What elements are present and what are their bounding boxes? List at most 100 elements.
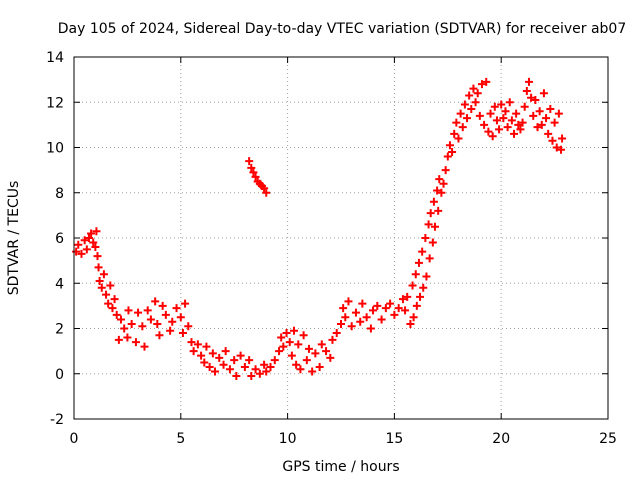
data-point [381, 304, 390, 313]
data-point [412, 301, 421, 310]
data-point [247, 163, 256, 172]
data-point [434, 206, 443, 215]
data-point [251, 172, 260, 181]
data-point [302, 356, 311, 365]
data-point [558, 134, 567, 143]
data-point [518, 118, 527, 127]
data-point [93, 252, 102, 261]
data-point [499, 114, 508, 123]
data-point [550, 118, 559, 127]
data-point [490, 102, 499, 111]
data-point [428, 238, 437, 247]
data-point [232, 372, 241, 381]
data-point [134, 308, 143, 317]
data-point [127, 319, 136, 328]
x-tick-label: 0 [70, 431, 79, 447]
data-point [362, 313, 371, 322]
data-point [131, 338, 140, 347]
x-tick-label: 15 [385, 431, 403, 447]
data-point [262, 188, 271, 197]
y-tick-label: 12 [46, 95, 64, 111]
data-point [520, 102, 529, 111]
data-point [287, 351, 296, 360]
data-point [456, 109, 465, 118]
data-point [416, 292, 425, 301]
data-point [477, 80, 486, 89]
data-point [460, 100, 469, 109]
data-point [452, 118, 461, 127]
grid-lines [74, 57, 608, 419]
y-tick-label: -2 [50, 412, 64, 428]
data-point [475, 111, 484, 120]
data-point [542, 114, 551, 123]
data-point [433, 186, 442, 195]
data-point [112, 310, 121, 319]
data-point [172, 304, 181, 313]
data-point [120, 324, 129, 333]
data-point [522, 86, 531, 95]
data-point [488, 132, 497, 141]
data-point [424, 220, 433, 229]
data-point [351, 308, 360, 317]
x-axis-ticks: 0 5 10 15 20 25 [70, 57, 617, 447]
data-point [480, 120, 489, 129]
data-point [529, 111, 538, 120]
data-point [255, 369, 264, 378]
data-point [473, 89, 482, 98]
data-point [95, 276, 104, 285]
data-point [373, 301, 382, 310]
x-tick-label: 25 [599, 431, 617, 447]
data-point [84, 234, 93, 242]
data-point [344, 297, 353, 306]
y-tick-label: 4 [55, 276, 64, 292]
data-point [421, 234, 430, 242]
y-axis-label: SDTVAR / TECUs [6, 181, 22, 296]
data-point [94, 263, 103, 272]
data-point [437, 188, 446, 197]
data-point [394, 304, 403, 313]
data-point [339, 304, 348, 313]
y-tick-label: 14 [46, 50, 64, 66]
data-point [275, 347, 284, 356]
data-point [247, 372, 256, 381]
x-tick-label: 10 [279, 431, 297, 447]
data-point [514, 120, 523, 129]
data-point [221, 347, 230, 356]
data-point [210, 367, 219, 376]
data-point [398, 295, 407, 304]
data-point [510, 129, 519, 138]
data-point [465, 91, 474, 100]
data-point [106, 281, 115, 290]
data-point [215, 353, 224, 362]
data-point [450, 129, 459, 138]
data-point [304, 344, 313, 353]
data-point [467, 105, 476, 114]
data-point [308, 367, 317, 376]
data-point [245, 356, 254, 365]
data-point [315, 362, 324, 371]
data-point [279, 342, 288, 351]
data-point [503, 123, 512, 132]
data-point [409, 313, 418, 322]
data-point [332, 329, 341, 338]
data-point [317, 340, 326, 349]
data-point [552, 143, 561, 152]
data-point [251, 365, 260, 374]
data-point [311, 349, 320, 358]
data-point [104, 299, 113, 308]
data-point [537, 120, 546, 129]
data-point [158, 301, 167, 310]
data-point [277, 333, 286, 342]
data-point [116, 315, 125, 324]
data-point [471, 98, 480, 107]
data-point [322, 347, 331, 356]
data-point [411, 270, 420, 279]
data-point [91, 243, 100, 252]
data-point [92, 227, 101, 236]
data-point [270, 356, 279, 365]
data-point [328, 335, 337, 344]
data-point [292, 360, 301, 369]
data-point [178, 329, 187, 338]
data-point [341, 313, 350, 322]
data-point [430, 222, 439, 231]
